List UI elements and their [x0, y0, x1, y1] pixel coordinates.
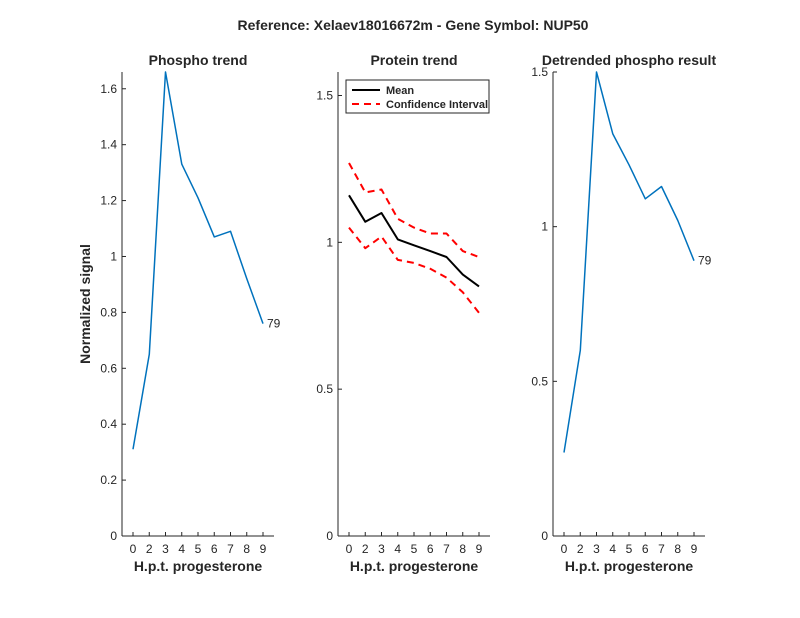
legend-label: Confidence Interval [386, 99, 488, 111]
x-tick-label: 7 [227, 542, 234, 556]
x-tick-label: 7 [658, 542, 665, 556]
x-axis-label: H.p.t. progesterone [134, 558, 263, 574]
y-tick-label: 1 [326, 235, 333, 249]
x-tick-label: 6 [211, 542, 218, 556]
y-tick-label: 0 [326, 529, 333, 543]
x-axis-label: H.p.t. progesterone [350, 558, 479, 574]
y-tick-label: 1.5 [316, 88, 333, 102]
x-axis-label: H.p.t. progesterone [565, 558, 694, 574]
series-line [563, 71, 695, 453]
x-tick-label: 2 [577, 542, 584, 556]
legend-box [345, 79, 490, 114]
panel-title: Protein trend [370, 52, 457, 68]
x-tick-label: 9 [260, 542, 267, 556]
x-tick-label: 3 [378, 542, 385, 556]
figure-title: Reference: Xelaev18016672m - Gene Symbol… [238, 17, 589, 33]
panel-1: 00.20.40.60.811.21.41.60 2 3 4 5 6 7 8 9Phospho … [77, 52, 281, 574]
y-tick-label: 0 [110, 529, 117, 543]
x-tick-label: 8 [674, 542, 681, 556]
series-line [132, 71, 264, 450]
y-tick-label: 1.2 [100, 194, 117, 208]
legend-label: Mean [386, 85, 414, 97]
series-end-label: 79 [698, 254, 712, 268]
x-tick-label: 2 [362, 542, 369, 556]
x-tick-label: 9 [691, 542, 698, 556]
x-tick-label: 2 [146, 542, 153, 556]
x-tick-label: 6 [427, 542, 434, 556]
legend: Mean Confidence Interval [345, 79, 490, 114]
x-tick-label: 0 [561, 542, 568, 556]
y-tick-label: 1.6 [100, 82, 117, 96]
x-tick-label: 7 [443, 542, 450, 556]
y-tick-label: 0.6 [100, 361, 117, 375]
x-tick-label: 8 [243, 542, 250, 556]
series-line-mean [348, 194, 480, 288]
x-tick-label: 5 [626, 542, 633, 556]
x-tick-label: 0 [130, 542, 137, 556]
series-end-label: 79 [267, 317, 281, 331]
panel-title: Phospho trend [149, 52, 248, 68]
y-tick-label: 0.4 [100, 417, 117, 431]
y-tick-label: 1 [110, 249, 117, 263]
y-tick-label: 0.2 [100, 473, 117, 487]
series-line-confidence-interval [348, 162, 480, 258]
x-tick-label: 3 [162, 542, 169, 556]
y-tick-label: 1.5 [531, 65, 548, 79]
x-tick-label: 6 [642, 542, 649, 556]
y-tick-label: 1 [541, 220, 548, 234]
x-tick-label: 5 [195, 542, 202, 556]
x-tick-label: 8 [459, 542, 466, 556]
x-tick-label: 4 [609, 542, 616, 556]
y-tick-label: 1.4 [100, 138, 117, 152]
x-tick-label: 3 [593, 542, 600, 556]
x-tick-label: 4 [178, 542, 185, 556]
y-tick-label: 0 [541, 529, 548, 543]
x-tick-label: 0 [346, 542, 353, 556]
y-tick-label: 0.8 [100, 305, 117, 319]
y-tick-label: 0.5 [316, 382, 333, 396]
x-tick-label: 5 [411, 542, 418, 556]
x-tick-label: 4 [394, 542, 401, 556]
y-tick-label: 0.5 [531, 374, 548, 388]
y-axis-label: Normalized signal [77, 244, 93, 364]
x-tick-label: 9 [476, 542, 483, 556]
panel-title: Detrended phospho result [542, 52, 717, 68]
